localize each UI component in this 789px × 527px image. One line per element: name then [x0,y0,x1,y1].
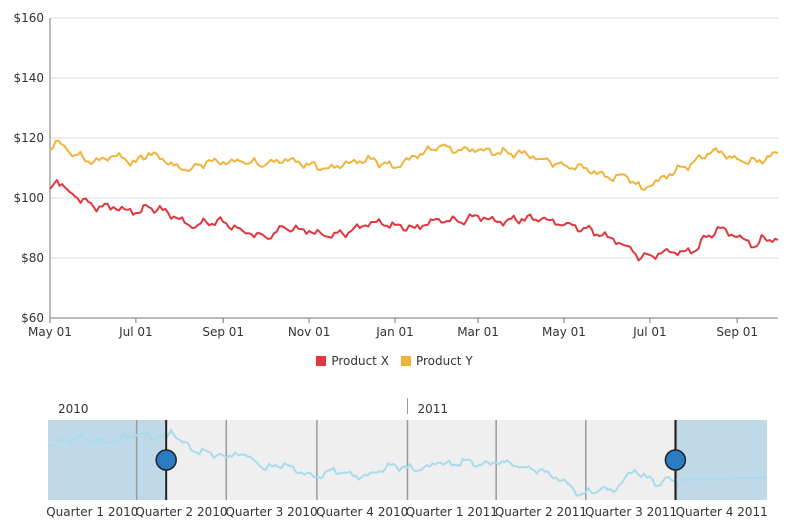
navigator-unselected-right [675,420,767,500]
y-tick-label: $160 [13,11,44,25]
x-tick-label: May 01 [542,325,586,339]
y-tick-label: $60 [21,311,44,325]
x-tick-label: May 01 [28,325,72,339]
thumb-handle [155,449,177,471]
series-line-product-y [49,139,779,192]
x-tick-label: Sep 01 [202,325,244,339]
x-tick-label: Sep 01 [716,325,758,339]
navigator-left-thumb[interactable] [155,420,177,500]
navigator-quarter-label: Quarter 4 2011 [676,505,768,519]
legend-swatch [316,356,327,366]
navigator-quarter-label: Quarter 1 2011 [406,505,498,519]
legend-swatch [400,356,411,366]
navigator-quarter-label: Quarter 3 2011 [585,505,677,519]
navigator-quarter-label: Quarter 2 2011 [495,505,587,519]
navigator-series-line [47,427,767,497]
navigator-quarter-label: Quarter 4 2010 [316,505,408,519]
thumb-handle [664,449,687,471]
x-tick-label: Nov 01 [288,325,331,339]
chart-legend: Product X Product Y [0,354,789,369]
y-tick-label: $140 [13,71,44,85]
navigator-right-thumb[interactable] [664,420,687,500]
navigator-quarter-label: Quarter 2 2010 [135,505,227,519]
legend-label: Product Y [415,354,473,368]
x-tick-label: Jan 01 [375,325,414,339]
series-line-product-x [49,179,779,262]
legend-item-product-y[interactable]: Product Y [400,354,473,368]
navigator-quarter-label: Quarter 1 2010 [46,505,138,519]
y-tick-label: $80 [21,251,44,265]
x-tick-label: Jul 01 [632,325,667,339]
legend-item-product-x[interactable]: Product X [316,354,389,368]
y-tick-label: $100 [13,191,44,205]
navigator-unselected-left [48,420,167,500]
x-tick-label: Jul 01 [118,325,153,339]
navigator-year-label: 2010 [58,402,89,416]
navigator-quarter-label: Quarter 3 2010 [225,505,317,519]
legend-label: Product X [331,354,389,368]
x-tick-label: Mar 01 [457,325,499,339]
y-tick-label: $120 [13,131,44,145]
navigator-year-label: 2011 [418,402,449,416]
